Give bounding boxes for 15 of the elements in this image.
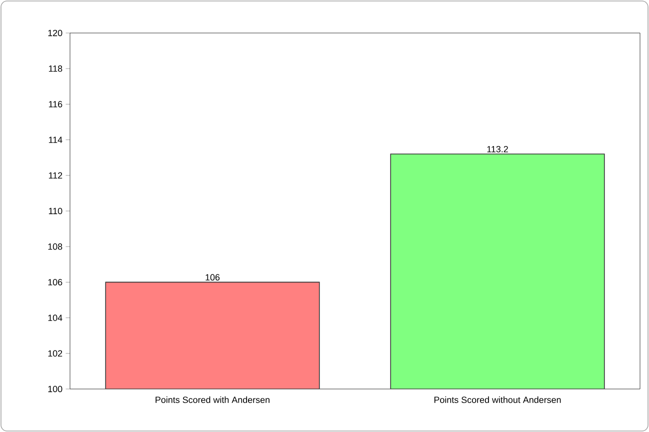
y-tick-label: 108	[48, 243, 62, 250]
y-tick-label: 110	[48, 208, 62, 214]
data-label: 113.2	[487, 146, 508, 152]
y-tick-label: 114	[48, 136, 62, 143]
y-tick-label: 100	[48, 386, 62, 392]
y-tick-label: 106	[48, 279, 62, 286]
data-label: 106	[206, 274, 220, 281]
y-tick-label: 102	[48, 350, 62, 357]
y-tick-label: 120	[48, 30, 62, 36]
x-tick-label: Points Scored with Andersen	[156, 396, 270, 404]
y-tick-label: 118	[48, 65, 62, 72]
x-tick-label: Points Scored without Andersen	[434, 396, 561, 404]
y-tick-label: 116	[48, 101, 62, 108]
y-tick-label: 112	[48, 172, 62, 179]
y-tick-label: 104	[48, 314, 62, 321]
